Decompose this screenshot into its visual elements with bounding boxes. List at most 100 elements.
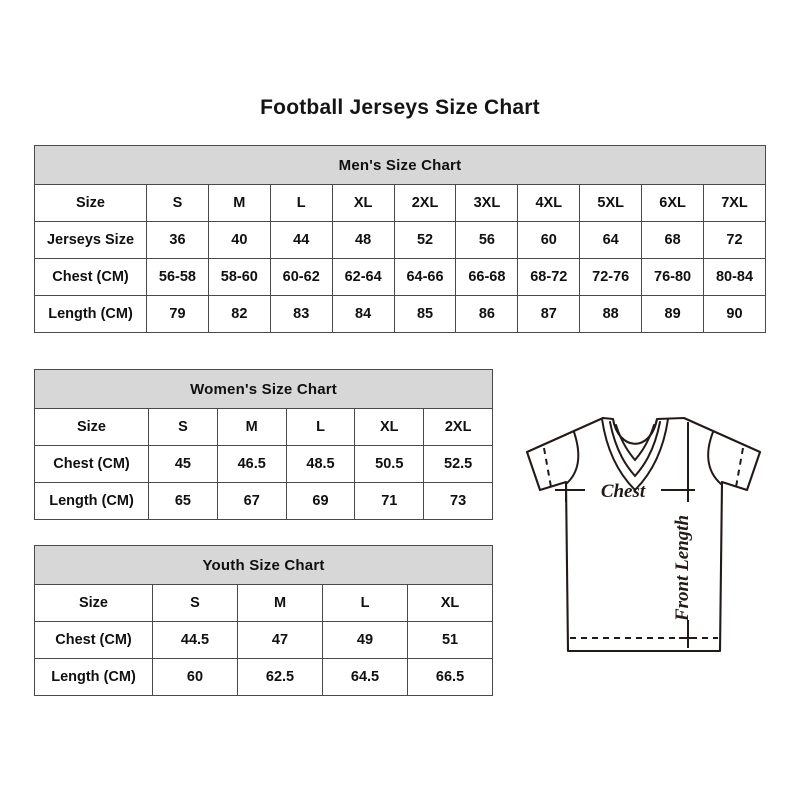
youth-chart-caption: Youth Size Chart: [33, 545, 494, 585]
youth-row-label-length: Length (CM): [34, 658, 153, 696]
mens-header-m: M: [207, 184, 271, 222]
table-header-row: Size S M L XL: [34, 584, 494, 622]
mens-header-2xl: 2XL: [393, 184, 457, 222]
table-cell: 46.5: [216, 445, 287, 483]
womens-size-chart-table: Women's Size Chart Size S M L XL 2XL Che…: [33, 369, 494, 520]
youth-header-l: L: [322, 584, 408, 622]
table-cell: 51: [406, 621, 494, 659]
table-cell: 67: [216, 482, 287, 520]
table-cell: 48.5: [285, 445, 356, 483]
table-cell: 56-58: [146, 258, 209, 296]
table-cell: 88: [579, 295, 643, 333]
table-cell: 65: [148, 482, 218, 520]
page-title: Football Jerseys Size Chart: [260, 96, 540, 119]
womens-header-l: L: [285, 408, 356, 446]
womens-row-label-length: Length (CM): [34, 482, 149, 520]
table-cell: 71: [354, 482, 425, 520]
table-cell: 66.5: [406, 658, 494, 696]
table-row: Length (CM) 79 82 83 84 85 86 87 88 89 9…: [34, 295, 766, 333]
table-cell: 85: [393, 295, 457, 333]
table-cell: 72-76: [579, 258, 643, 296]
table-cell: 80-84: [703, 258, 766, 296]
table-row: Chest (CM) 45 46.5 48.5 50.5 52.5: [34, 445, 494, 483]
youth-header-size: Size: [34, 584, 153, 622]
table-header-row: Size S M L XL 2XL 3XL 4XL 5XL 6XL 7XL: [34, 184, 766, 222]
youth-header-m: M: [237, 584, 323, 622]
table-cell: 84: [331, 295, 395, 333]
table-cell: 58-60: [207, 258, 271, 296]
mens-size-chart-table: Men's Size Chart Size S M L XL 2XL 3XL 4…: [34, 145, 766, 333]
table-cell: 36: [146, 221, 209, 259]
table-row: Chest (CM) 56-58 58-60 60-62 62-64 64-66…: [34, 258, 766, 296]
table-row: Chest (CM) 44.5 47 49 51: [34, 621, 494, 659]
mens-header-6xl: 6XL: [641, 184, 705, 222]
mens-header-l: L: [269, 184, 333, 222]
table-cell: 73: [423, 482, 494, 520]
table-cell: 56: [455, 221, 519, 259]
mens-row-label-chest: Chest (CM): [34, 258, 147, 296]
right-sleeve-seam: [707, 431, 722, 485]
table-cell: 62.5: [237, 658, 323, 696]
table-cell: 62-64: [331, 258, 395, 296]
table-cell: 83: [269, 295, 333, 333]
table-cell: 60: [517, 221, 581, 259]
left-cuff-hem-dashed: [543, 447, 552, 488]
table-cell: 66-68: [455, 258, 519, 296]
table-cell: 64: [579, 221, 643, 259]
table-cell: 40: [207, 221, 271, 259]
mens-header-7xl: 7XL: [703, 184, 766, 222]
table-cell: 82: [207, 295, 271, 333]
table-cell: 86: [455, 295, 519, 333]
mens-header-size: Size: [34, 184, 147, 222]
youth-size-chart-table: Youth Size Chart Size S M L XL Chest (CM…: [33, 545, 494, 696]
table-cell: 64-66: [393, 258, 457, 296]
womens-header-xl: XL: [354, 408, 425, 446]
table-cell: 49: [322, 621, 408, 659]
table-cell: 52.5: [423, 445, 494, 483]
table-cell: 45: [148, 445, 218, 483]
mens-header-s: S: [146, 184, 209, 222]
shirt-body-outline: [525, 416, 762, 653]
womens-header-size: Size: [34, 408, 149, 446]
table-cell: 68-72: [517, 258, 581, 296]
youth-header-s: S: [152, 584, 238, 622]
table-cell: 72: [703, 221, 766, 259]
table-cell: 64.5: [322, 658, 408, 696]
mens-header-4xl: 4XL: [517, 184, 581, 222]
womens-header-s: S: [148, 408, 218, 446]
womens-header-m: M: [216, 408, 287, 446]
youth-header-xl: XL: [406, 584, 494, 622]
table-cell: 60-62: [269, 258, 333, 296]
womens-header-2xl: 2XL: [423, 408, 494, 446]
womens-chart-caption: Women's Size Chart: [33, 369, 494, 409]
table-cell: 68: [641, 221, 705, 259]
table-row: Jerseys Size 36 40 44 48 52 56 60 64 68 …: [34, 221, 766, 259]
mens-row-label-jerseys-size: Jerseys Size: [34, 221, 147, 259]
v-neck-collar-outer: [601, 418, 669, 492]
table-caption-row: Women's Size Chart: [33, 369, 494, 409]
table-cell: 48: [331, 221, 395, 259]
table-cell: 76-80: [641, 258, 705, 296]
jersey-measurement-diagram: Chest Front Length: [498, 398, 788, 698]
table-cell: 69: [285, 482, 356, 520]
table-cell: 50.5: [354, 445, 425, 483]
mens-chart-caption: Men's Size Chart: [34, 145, 766, 185]
v-neck-collar-inner: [615, 424, 655, 462]
table-cell: 89: [641, 295, 705, 333]
mens-header-5xl: 5XL: [579, 184, 643, 222]
mens-header-xl: XL: [331, 184, 395, 222]
table-cell: 79: [146, 295, 209, 333]
table-caption-row: Men's Size Chart: [34, 145, 766, 185]
table-row: Length (CM) 65 67 69 71 73: [34, 482, 494, 520]
right-cuff-hem-dashed: [735, 447, 744, 488]
table-cell: 87: [517, 295, 581, 333]
table-cell: 47: [237, 621, 323, 659]
table-cell: 60: [152, 658, 238, 696]
table-cell: 90: [703, 295, 766, 333]
table-row: Length (CM) 60 62.5 64.5 66.5: [34, 658, 494, 696]
mens-header-3xl: 3XL: [455, 184, 519, 222]
table-cell: 44: [269, 221, 333, 259]
table-cell: 44.5: [152, 621, 238, 659]
front-length-label: Front Length: [672, 515, 693, 622]
v-neck-collar-middle: [609, 421, 661, 478]
